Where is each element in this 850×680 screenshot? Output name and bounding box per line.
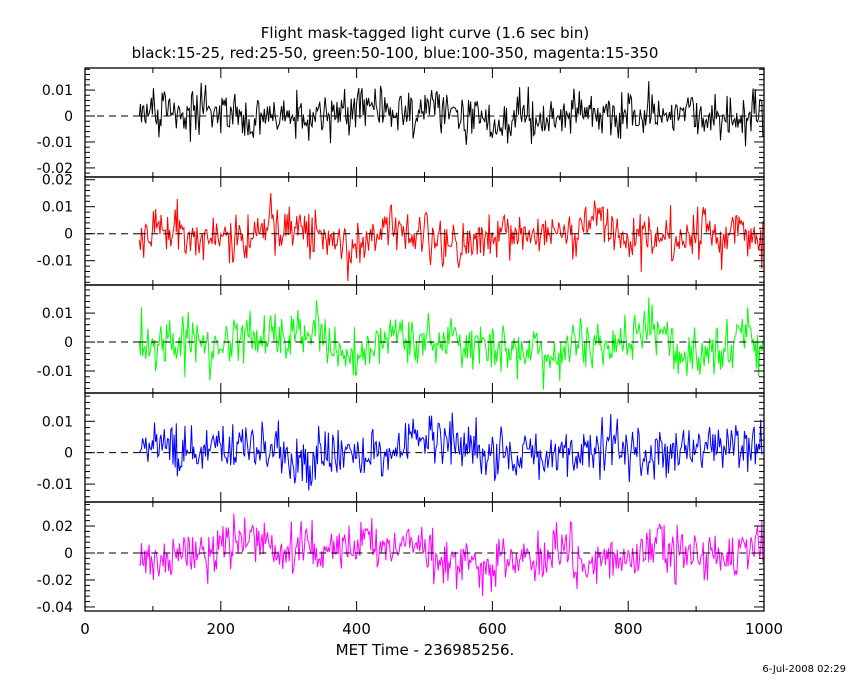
y-tick-label: 0 (64, 546, 73, 562)
panel-frame (84, 176, 765, 286)
panel-green: 0.01 0 -0.01 (37, 284, 765, 394)
panel-magenta: 0.02 0 -0.02 -0.04 (37, 501, 765, 616)
y-tick-label: 0.01 (42, 200, 73, 216)
y-tick-label: 0 (64, 109, 73, 125)
y-tick-label: -0.02 (37, 573, 73, 589)
y-tick-label: -0.01 (37, 477, 73, 493)
series-line-magenta (139, 513, 764, 596)
series-line-blue (138, 412, 764, 491)
series-line-green (138, 297, 764, 390)
y-tick-label: 0.02 (42, 519, 73, 535)
chart-title: Flight mask-tagged light curve (1.6 sec … (261, 24, 589, 42)
panel-black: 0.01 0 -0.01 -0.02 (37, 67, 765, 178)
x-tick-label: 600 (478, 620, 507, 638)
y-tick-label: 0.01 (42, 83, 73, 99)
series-line-black (138, 81, 764, 147)
series-line-red (138, 192, 764, 282)
x-tick-label: 400 (342, 620, 371, 638)
x-tick-label: 800 (614, 620, 643, 638)
panel-red: 0.02 0.01 0 -0.01 (37, 173, 765, 286)
y-tick-label: 0 (64, 227, 73, 243)
timestamp-footer: 6-Jul-2008 02:29 (762, 664, 846, 675)
y-tick-label: -0.04 (37, 600, 73, 616)
panel-frame (84, 501, 765, 612)
y-tick-label: -0.01 (37, 364, 73, 380)
x-tick-label: 200 (206, 620, 235, 638)
y-tick-label: 0.01 (42, 414, 73, 430)
y-tick-label: 0.02 (42, 173, 73, 189)
x-axis-label: MET Time - 236985256. (336, 641, 515, 659)
y-tick-label: -0.01 (37, 135, 73, 151)
panel-blue: 0.01 0 -0.01 (37, 392, 765, 503)
y-tick-label: 0.01 (42, 306, 73, 322)
chart-subtitle: black:15-25, red:25-50, green:50-100, bl… (132, 44, 659, 62)
y-tick-label: 0 (64, 335, 73, 351)
x-tick-label: 1000 (745, 620, 783, 638)
x-tick-label: 0 (80, 620, 90, 638)
y-tick-label: -0.02 (37, 161, 73, 177)
y-tick-label: -0.01 (37, 254, 73, 270)
y-tick-label: 0 (64, 446, 73, 462)
